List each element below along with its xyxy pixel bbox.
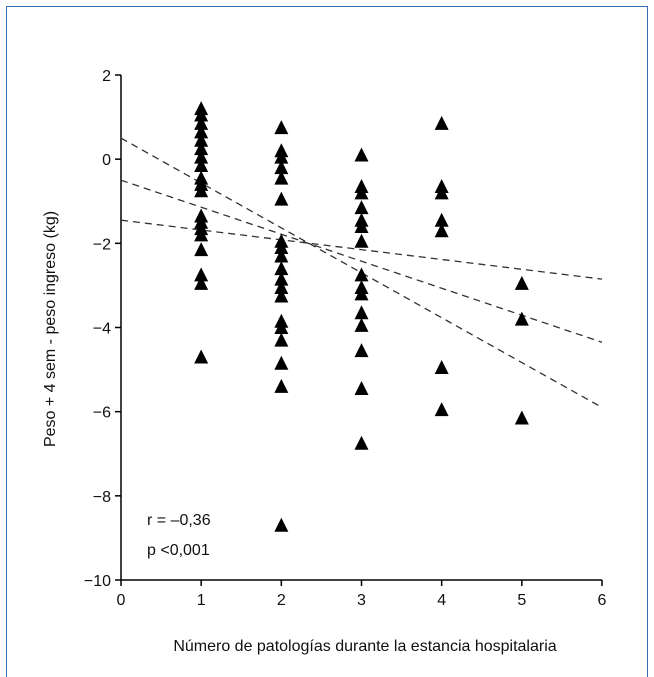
data-point [354,381,369,396]
annotation-r: r = –0,36 [147,512,211,529]
data-point [274,332,289,347]
data-point [354,305,369,320]
y-tick-label: 0 [102,152,111,169]
data-point [274,355,289,370]
data-point [274,271,289,286]
data-point [274,160,289,175]
x-tick-label: 0 [117,592,126,609]
data-point [274,191,289,206]
annotation-p: p <0,001 [147,542,210,559]
x-tick-label: 4 [437,592,446,609]
data-point [274,320,289,334]
data-points [194,101,529,532]
data-point [354,200,369,215]
data-point [274,120,289,135]
data-point [194,157,209,172]
data-point [434,212,449,227]
data-point [434,402,449,417]
data-point [354,343,369,358]
data-point [354,435,369,450]
lower-confidence-line [120,219,603,280]
data-point [354,185,369,200]
data-point [274,248,289,263]
data-point [194,149,209,164]
x-axis-title: Número de patologías durante la estancia… [173,638,556,655]
y-tick-label: −10 [84,573,111,590]
data-point [434,115,449,130]
y-axis-title: Peso + 4 sem - peso ingreso (kg) [42,211,59,447]
data-point [514,410,529,425]
data-point [354,219,369,233]
data-point [514,311,529,326]
x-tick-label: 3 [357,592,366,609]
data-point [194,227,209,242]
data-point [274,378,289,393]
data-point [194,132,209,147]
data-point [194,275,209,290]
x-ticks: 0 1 2 3 4 5 6 [117,580,607,609]
data-point [274,240,289,255]
y-tick-label: −4 [93,321,111,338]
data-point [354,317,369,332]
data-point [434,223,449,238]
data-point [274,261,289,276]
data-point [434,185,449,200]
data-point [354,267,369,282]
y-tick-label: −2 [93,236,111,253]
data-point [194,115,209,130]
data-point [194,183,209,198]
data-point [194,107,209,122]
y-tick-label: −6 [93,405,111,422]
data-point [274,517,289,532]
data-point [274,280,289,295]
y-tick-label: 2 [102,68,111,85]
data-point [274,288,289,303]
data-point [434,359,449,374]
y-ticks: 2 0 −2 −4 −6 −8 −10 [84,68,121,590]
data-point [274,149,289,164]
data-point [274,170,289,185]
data-point [194,267,209,282]
upper-confidence-line [120,137,603,409]
data-point [354,286,369,301]
data-point [354,233,369,248]
data-point [194,349,209,364]
x-tick-label: 2 [277,592,286,609]
x-tick-label: 5 [517,592,526,609]
figure-frame [6,6,648,677]
data-point [514,275,529,290]
x-tick-label: 6 [598,592,607,609]
data-point [194,141,209,156]
data-point [194,124,209,139]
data-point [354,147,369,162]
data-point [194,242,209,257]
y-tick-label: −8 [93,489,111,506]
x-tick-label: 1 [197,592,206,609]
